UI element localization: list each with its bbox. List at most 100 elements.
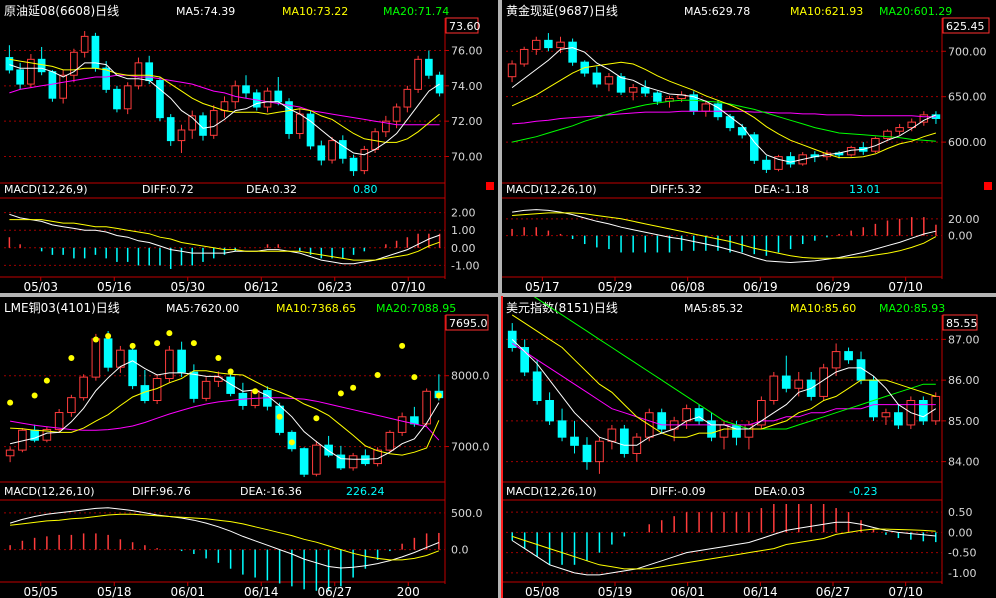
date-tick-label: 06/14 [244, 585, 279, 598]
candle-body [592, 72, 602, 85]
ma10-line [9, 58, 440, 143]
signal-marker [105, 333, 112, 340]
candle-body [595, 440, 604, 463]
ma20-line [10, 397, 440, 441]
date-tick-label: 06/01 [170, 585, 205, 598]
signal-marker [313, 415, 320, 422]
candle-body [263, 390, 272, 407]
candle-body [919, 114, 929, 123]
candle-body [844, 351, 853, 361]
price-tick-label: 86.00 [948, 374, 980, 387]
price-tick-label: 7000.0 [451, 441, 490, 454]
candle-body [507, 63, 517, 78]
candle-body [425, 58, 433, 76]
candle-body [116, 349, 125, 368]
current-price-box [445, 314, 489, 331]
ma10-line [511, 314, 936, 438]
dea-label: DEA:-16.36 [240, 485, 302, 498]
candle-body [134, 62, 143, 87]
macd-dea-line [9, 219, 440, 261]
macd-diff-line [512, 209, 937, 264]
candle-body [694, 408, 704, 422]
current-price-box [942, 17, 990, 34]
panel-lme-copper[interactable]: LME铜03(4101)日线 MA5:7620.00 MA10:7368.65 MA2… [0, 297, 498, 598]
candle-body [628, 87, 638, 93]
chart-title: 原油延08(6608)日线 [4, 4, 119, 18]
date-tick-label: 06/29 [816, 280, 851, 293]
candle-body [16, 69, 24, 85]
ma5-label: MA5:7620.00 [166, 302, 239, 315]
candle-body [37, 58, 46, 73]
candle-body [520, 347, 530, 373]
panel-crude-oil[interactable]: 原油延08(6608)日线 MA5:74.39 MA10:73.22 MA20:71.… [0, 0, 498, 293]
current-price-value: 73.60 [449, 20, 481, 33]
macd-value: -0.23 [849, 485, 877, 498]
signal-marker [190, 340, 197, 347]
candle-body [907, 121, 916, 129]
chart-title: 美元指数(8151)日线 [506, 300, 618, 315]
candle-body [557, 420, 567, 438]
ma20-line [533, 297, 936, 430]
candle-body [295, 113, 304, 135]
ma20-label: MA20:85.93 [879, 302, 945, 315]
candle-body [732, 424, 741, 438]
usd-index-chart: 美元指数(8151)日线 MA5:85.32 MA10:85.60 MA20:85.9… [502, 297, 980, 598]
vertical-divider [498, 0, 502, 598]
signal-marker [411, 374, 418, 381]
panel-usd-index[interactable]: 美元指数(8151)日线 MA5:85.32 MA10:85.60 MA20:85.9… [502, 297, 996, 598]
candle-body [79, 376, 88, 399]
signal-marker [374, 371, 381, 378]
candle-body [285, 101, 293, 135]
alert-marker-icon [984, 182, 992, 190]
ma10-label: MA10:85.60 [790, 302, 856, 315]
candle-body [123, 85, 132, 110]
candle-body [750, 134, 759, 161]
candle-body [881, 412, 891, 418]
date-tick-label: 200 [397, 585, 420, 598]
ma5-line [511, 339, 937, 446]
candle-body [209, 110, 218, 136]
diff-label: DIFF:5.32 [650, 183, 702, 196]
ma10-label: MA10:73.22 [282, 5, 348, 18]
candle-body [336, 454, 346, 469]
signal-marker [31, 392, 38, 399]
candle-body [582, 444, 592, 463]
macd-dea-line [512, 212, 937, 259]
macd-tick-label: -0.50 [948, 547, 976, 560]
candle-body [189, 371, 199, 399]
macd-label: MACD(12,26,10) [506, 183, 597, 196]
price-tick-label: 8000.0 [451, 370, 490, 383]
macd-tick-label: 0.0 [451, 544, 469, 557]
candle-body [403, 88, 412, 108]
candle-body [883, 130, 892, 139]
candle-body [156, 80, 164, 119]
panel-gold[interactable]: 黄金现延(9687)日线 MA5:629.78 MA10:621.93 MA20:60… [502, 0, 996, 293]
gold-chart: 黄金现延(9687)日线 MA5:629.78 MA10:621.93 MA20:60… [502, 3, 992, 293]
signal-marker [435, 392, 442, 399]
candle-body [701, 103, 711, 112]
date-tick-label: 07/10 [888, 280, 923, 293]
macd-dea-line [512, 528, 936, 570]
candle-body [556, 41, 565, 49]
candle-body [188, 115, 197, 131]
macd-tick-label: 20.00 [948, 213, 980, 226]
date-tick-label: 06/12 [244, 280, 279, 293]
candle-body [317, 145, 326, 161]
signal-marker [166, 330, 173, 337]
signal-marker [7, 399, 14, 406]
candle-body [165, 349, 174, 380]
candle-body [762, 159, 771, 170]
ma20-line [511, 99, 936, 143]
candle-body [568, 41, 577, 63]
signal-marker [337, 390, 344, 397]
diff-label: DIFF:-0.09 [650, 485, 706, 498]
date-tick-label: 05/03 [23, 280, 58, 293]
candle-body [299, 448, 309, 475]
price-tick-label: 76.00 [451, 45, 483, 58]
date-tick-label: 05/05 [23, 585, 58, 598]
current-price-value: 85.55 [946, 317, 978, 330]
macd-tick-label: 500.0 [451, 507, 483, 520]
candle-body [931, 395, 941, 422]
date-tick-label: 06/14 [743, 585, 778, 598]
price-tick-label: 70.00 [451, 151, 483, 164]
